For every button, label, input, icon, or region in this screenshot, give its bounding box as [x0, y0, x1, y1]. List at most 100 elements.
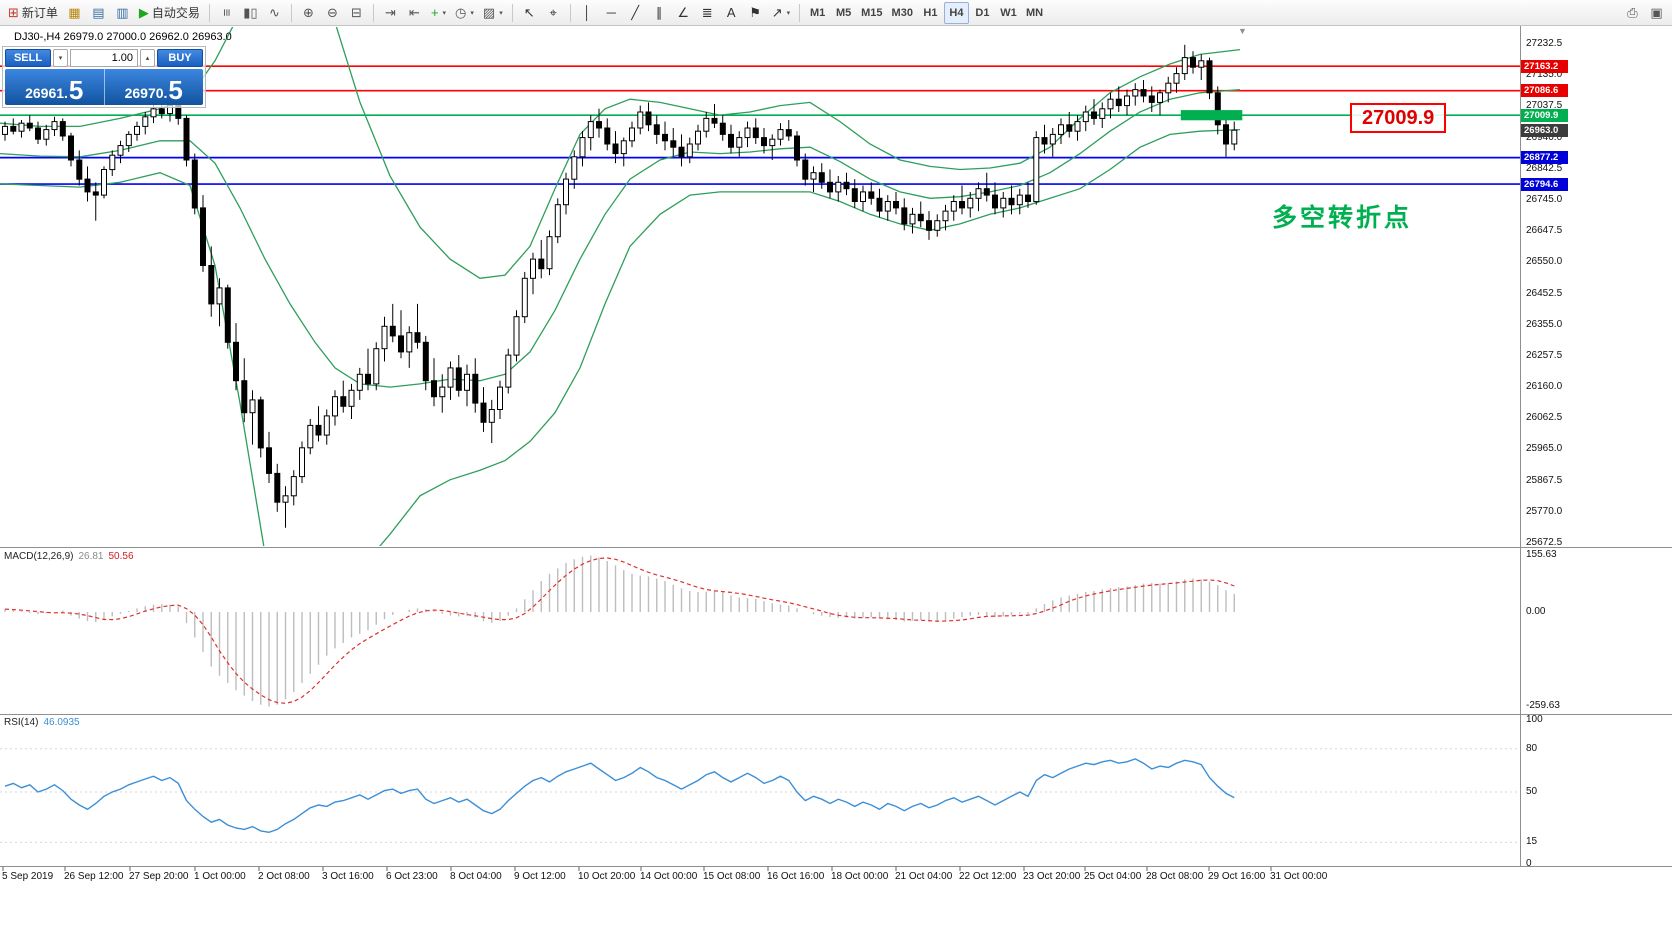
caret-down-icon: ▾: [58, 55, 63, 62]
auto-scroll-icon: ⇥: [384, 5, 396, 20]
indicators-button[interactable]: + ▾: [427, 2, 450, 24]
price-callout-label[interactable]: 27009.9: [1350, 103, 1447, 133]
dropdown-caret-icon: ▾: [786, 9, 791, 17]
zoom-in-icon: ⊕: [302, 5, 314, 20]
time-axis-label: 8 Oct 04:00: [450, 871, 502, 882]
price-axis-label: 27232.5: [1526, 38, 1563, 49]
timeframe-mn-button[interactable]: MN: [1022, 2, 1047, 24]
macd-value-main: 26.81: [78, 551, 104, 562]
zoom-out-icon: ⊖: [326, 5, 338, 20]
autotrading-button[interactable]: ▶ 自动交易: [135, 2, 204, 24]
turning-point-annotation[interactable]: 多空转折点: [1272, 204, 1413, 232]
equidistant-channel-button[interactable]: ∥: [648, 2, 671, 24]
sell-price-button[interactable]: 26961. 5: [5, 69, 105, 105]
rsi-scale-label: 0: [1526, 858, 1532, 869]
strategy-tester-button[interactable]: ▥: [111, 2, 134, 24]
lot-input[interactable]: [70, 49, 138, 67]
text-label-button[interactable]: ⚑: [744, 2, 767, 24]
time-axis-label: 29 Oct 16:00: [1208, 871, 1266, 882]
caret-up-icon: ▴: [145, 55, 150, 62]
time-axis-label: 22 Oct 12:00: [959, 871, 1017, 882]
price-big-digit: 5: [68, 75, 84, 105]
price-axis-label: 25965.0: [1526, 443, 1563, 455]
time-axis-label: 25 Oct 04:00: [1084, 871, 1142, 882]
price-axis-label: 26355.0: [1526, 318, 1563, 330]
price-tag: 27163.2: [1521, 59, 1568, 73]
chart-shift-marker-icon: ▼: [1238, 26, 1247, 36]
vertical-line-button[interactable]: │: [576, 2, 599, 24]
sell-button[interactable]: SELL: [5, 49, 51, 67]
crosshair-button[interactable]: ⌖: [542, 2, 565, 24]
dropdown-caret-icon: ▾: [499, 9, 503, 17]
trendline-button[interactable]: ╱: [624, 2, 647, 24]
line-chart-icon: ∿: [268, 5, 280, 20]
bollinger-lower: [0, 128, 1241, 546]
periods-icon: ◷: [455, 5, 467, 20]
horizontal-line-icon: ─: [606, 5, 616, 20]
chart-shift-button[interactable]: ⇤: [403, 2, 426, 24]
buy-button[interactable]: BUY: [157, 49, 203, 67]
time-axis-label: 16 Oct 16:00: [767, 871, 825, 882]
fibonacci-icon: ≣: [701, 5, 713, 20]
cursor-button[interactable]: ↖: [518, 2, 541, 24]
lot-up-button[interactable]: ▴: [140, 49, 155, 67]
arrows-button[interactable]: ↗ ▾: [768, 2, 794, 24]
time-axis-label: 5 Sep 2019: [2, 871, 54, 882]
toolbar-separator: [569, 3, 571, 22]
time-axis-label: 6 Oct 23:00: [386, 871, 438, 882]
macd-panel: [4, 555, 1235, 707]
price-tag: 26877.2: [1521, 151, 1568, 165]
vertical-line-icon: │: [583, 5, 592, 20]
toolbar-separator: [511, 3, 513, 22]
periods-button[interactable]: ◷ ▾: [451, 2, 478, 24]
timeframe-m5-button[interactable]: M5: [831, 2, 856, 24]
strategy-tester-icon: ▥: [116, 5, 129, 20]
new-chart-button[interactable]: ▦: [63, 2, 86, 24]
print-icon: ⎙: [1627, 5, 1638, 20]
chart-shift-icon: ⇤: [408, 5, 420, 20]
text-button[interactable]: A: [720, 2, 743, 24]
auto-scroll-button[interactable]: ⇥: [379, 2, 402, 24]
candle-chart-button[interactable]: ▮▯: [239, 2, 262, 24]
horizontal-line-button[interactable]: ─: [600, 2, 623, 24]
timeframe-h4-button[interactable]: H4: [943, 1, 969, 24]
time-ticks: [2, 866, 1272, 871]
text-icon: A: [726, 5, 736, 20]
andrews-pitchfork-button[interactable]: ∠: [672, 2, 695, 24]
price-axis-label: 25672.5: [1526, 537, 1563, 548]
tile-windows-icon: ⊟: [350, 5, 362, 20]
timeframe-m15-button[interactable]: M15: [857, 2, 886, 24]
fibonacci-button[interactable]: ≣: [696, 2, 719, 24]
price-axis-label: 26452.5: [1526, 287, 1563, 299]
bollinger-middle: [0, 88, 1241, 388]
price-axis-label: 25867.5: [1526, 474, 1563, 486]
main-chart-group: [0, 27, 1520, 546]
new-order-button[interactable]: ⊞ 新订单: [4, 2, 62, 24]
timeframe-m30-button[interactable]: M30: [888, 2, 917, 24]
macd-indicator-label: MACD(12,26,9) 26.81 50.56: [4, 551, 134, 562]
zoom-in-button[interactable]: ⊕: [297, 2, 320, 24]
new-chart-icon: ▦: [68, 5, 81, 20]
print-button[interactable]: ⎙: [1621, 2, 1644, 24]
buy-price-button[interactable]: 26970. 5: [104, 69, 203, 105]
profiles-button[interactable]: ▤: [87, 2, 110, 24]
timeframe-h1-button[interactable]: H1: [918, 2, 943, 24]
tile-windows-button[interactable]: ⊟: [345, 2, 368, 24]
macd-signal-line: [4, 557, 1235, 704]
popout-button[interactable]: ▣: [1645, 2, 1668, 24]
timeframe-w1-button[interactable]: W1: [996, 2, 1021, 24]
entry-zone-highlight[interactable]: [1180, 110, 1243, 121]
time-axis-label: 23 Oct 20:00: [1023, 871, 1081, 882]
price-axis-label: 26062.5: [1526, 412, 1563, 424]
templates-button[interactable]: ▨ ▾: [479, 2, 507, 24]
macd-name: MACD(12,26,9): [4, 551, 74, 562]
macd-value-signal: 50.56: [108, 551, 134, 562]
time-axis-label: 27 Sep 20:00: [129, 871, 189, 882]
price-axis-label: 27135.0: [1526, 69, 1563, 81]
line-chart-button[interactable]: ∿: [263, 2, 286, 24]
timeframe-m1-button[interactable]: M1: [805, 2, 830, 24]
zoom-out-button[interactable]: ⊖: [321, 2, 344, 24]
lot-dropdown-button[interactable]: ▾: [53, 49, 68, 67]
timeframe-d1-button[interactable]: D1: [970, 2, 995, 24]
